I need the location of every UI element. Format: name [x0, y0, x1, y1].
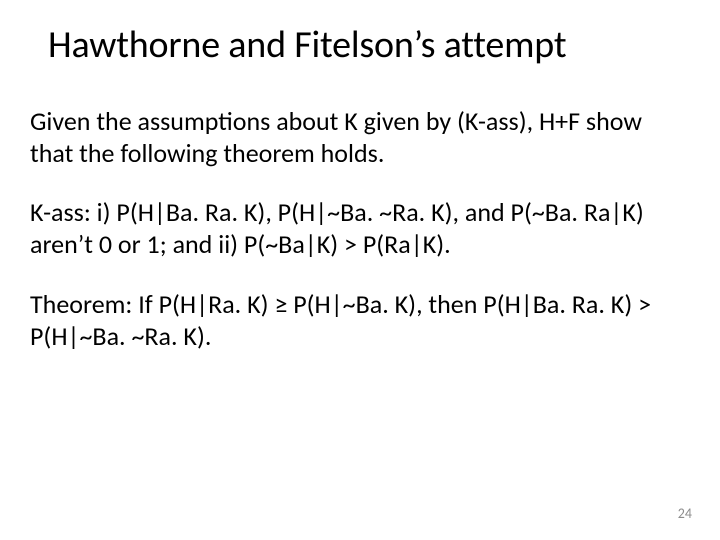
slide: Hawthorne and Fitelson’s attempt Given t…	[0, 0, 720, 540]
body-paragraph-2: K-ass: i) P(H|Ba. Ra. K), P(H|~Ba. ~Ra. …	[30, 197, 690, 260]
slide-body: Given the assumptions about K given by (…	[30, 106, 690, 352]
page-number: 24	[678, 505, 692, 522]
body-paragraph-1: Given the assumptions about K given by (…	[30, 106, 690, 169]
body-paragraph-3: Theorem: If P(H|Ra. K) ≥ P(H|~Ba. K), th…	[30, 289, 690, 352]
slide-title: Hawthorne and Fitelson’s attempt	[48, 22, 690, 68]
